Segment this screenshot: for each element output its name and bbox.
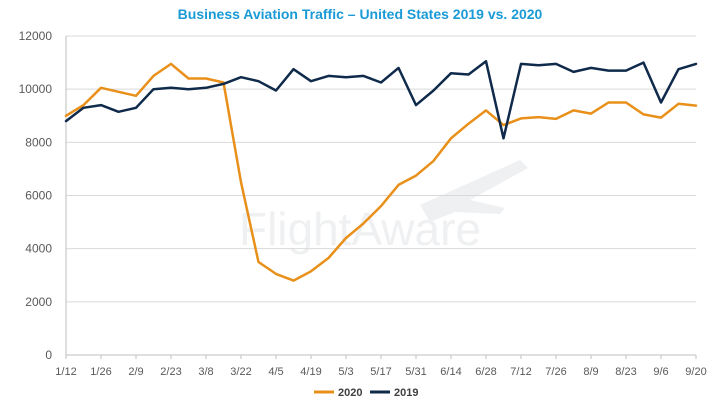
y-tick-label: 10000 (19, 82, 53, 96)
gridlines (66, 35, 696, 356)
x-tick-label: 9/20 (685, 366, 706, 378)
x-tick-label: 1/26 (90, 366, 111, 378)
chart-title: Business Aviation Traffic – United State… (177, 6, 543, 22)
x-tick-label: 4/19 (300, 366, 321, 378)
x-tick-label: 6/14 (440, 366, 461, 378)
legend: 2020 2019 (314, 387, 418, 399)
y-tick-label: 12000 (19, 29, 53, 43)
x-tick-label: 6/28 (475, 366, 496, 378)
x-tick-label: 3/8 (198, 366, 213, 378)
x-tick-label: 5/3 (338, 366, 353, 378)
airplane-icon (420, 160, 528, 222)
legend-label-2020: 2020 (338, 387, 362, 399)
x-tick-label: 7/26 (545, 366, 566, 378)
y-tick-label: 4000 (25, 242, 52, 256)
x-tick-label: 1/12 (55, 366, 76, 378)
y-axis-ticks: 0 2000 4000 6000 8000 10000 12000 (19, 29, 53, 362)
y-tick-label: 2000 (25, 295, 52, 309)
x-tick-label: 8/9 (583, 366, 598, 378)
y-tick-label: 8000 (25, 135, 52, 149)
y-tick-label: 6000 (25, 189, 52, 203)
x-tick-label: 9/6 (653, 366, 668, 378)
legend-label-2019: 2019 (394, 387, 418, 399)
x-tick-label: 8/23 (615, 366, 636, 378)
x-tick-label: 2/23 (160, 366, 181, 378)
watermark: FlightAware (239, 160, 528, 255)
x-tick-label: 5/31 (405, 366, 426, 378)
x-axis-ticks: 1/12 1/26 2/9 2/23 3/8 3/22 4/5 4/19 5/3 5/17 5/31… (55, 355, 707, 378)
y-tick-label: 0 (45, 348, 52, 362)
x-tick-label: 4/5 (268, 366, 283, 378)
series-line-2019 (64, 60, 698, 140)
x-tick-label: 3/22 (230, 366, 251, 378)
x-tick-label: 5/17 (370, 366, 391, 378)
x-tick-label: 7/12 (510, 366, 531, 378)
x-tick-label: 2/9 (128, 366, 143, 378)
series-lines (64, 60, 698, 282)
series-line-2020 (64, 62, 698, 282)
